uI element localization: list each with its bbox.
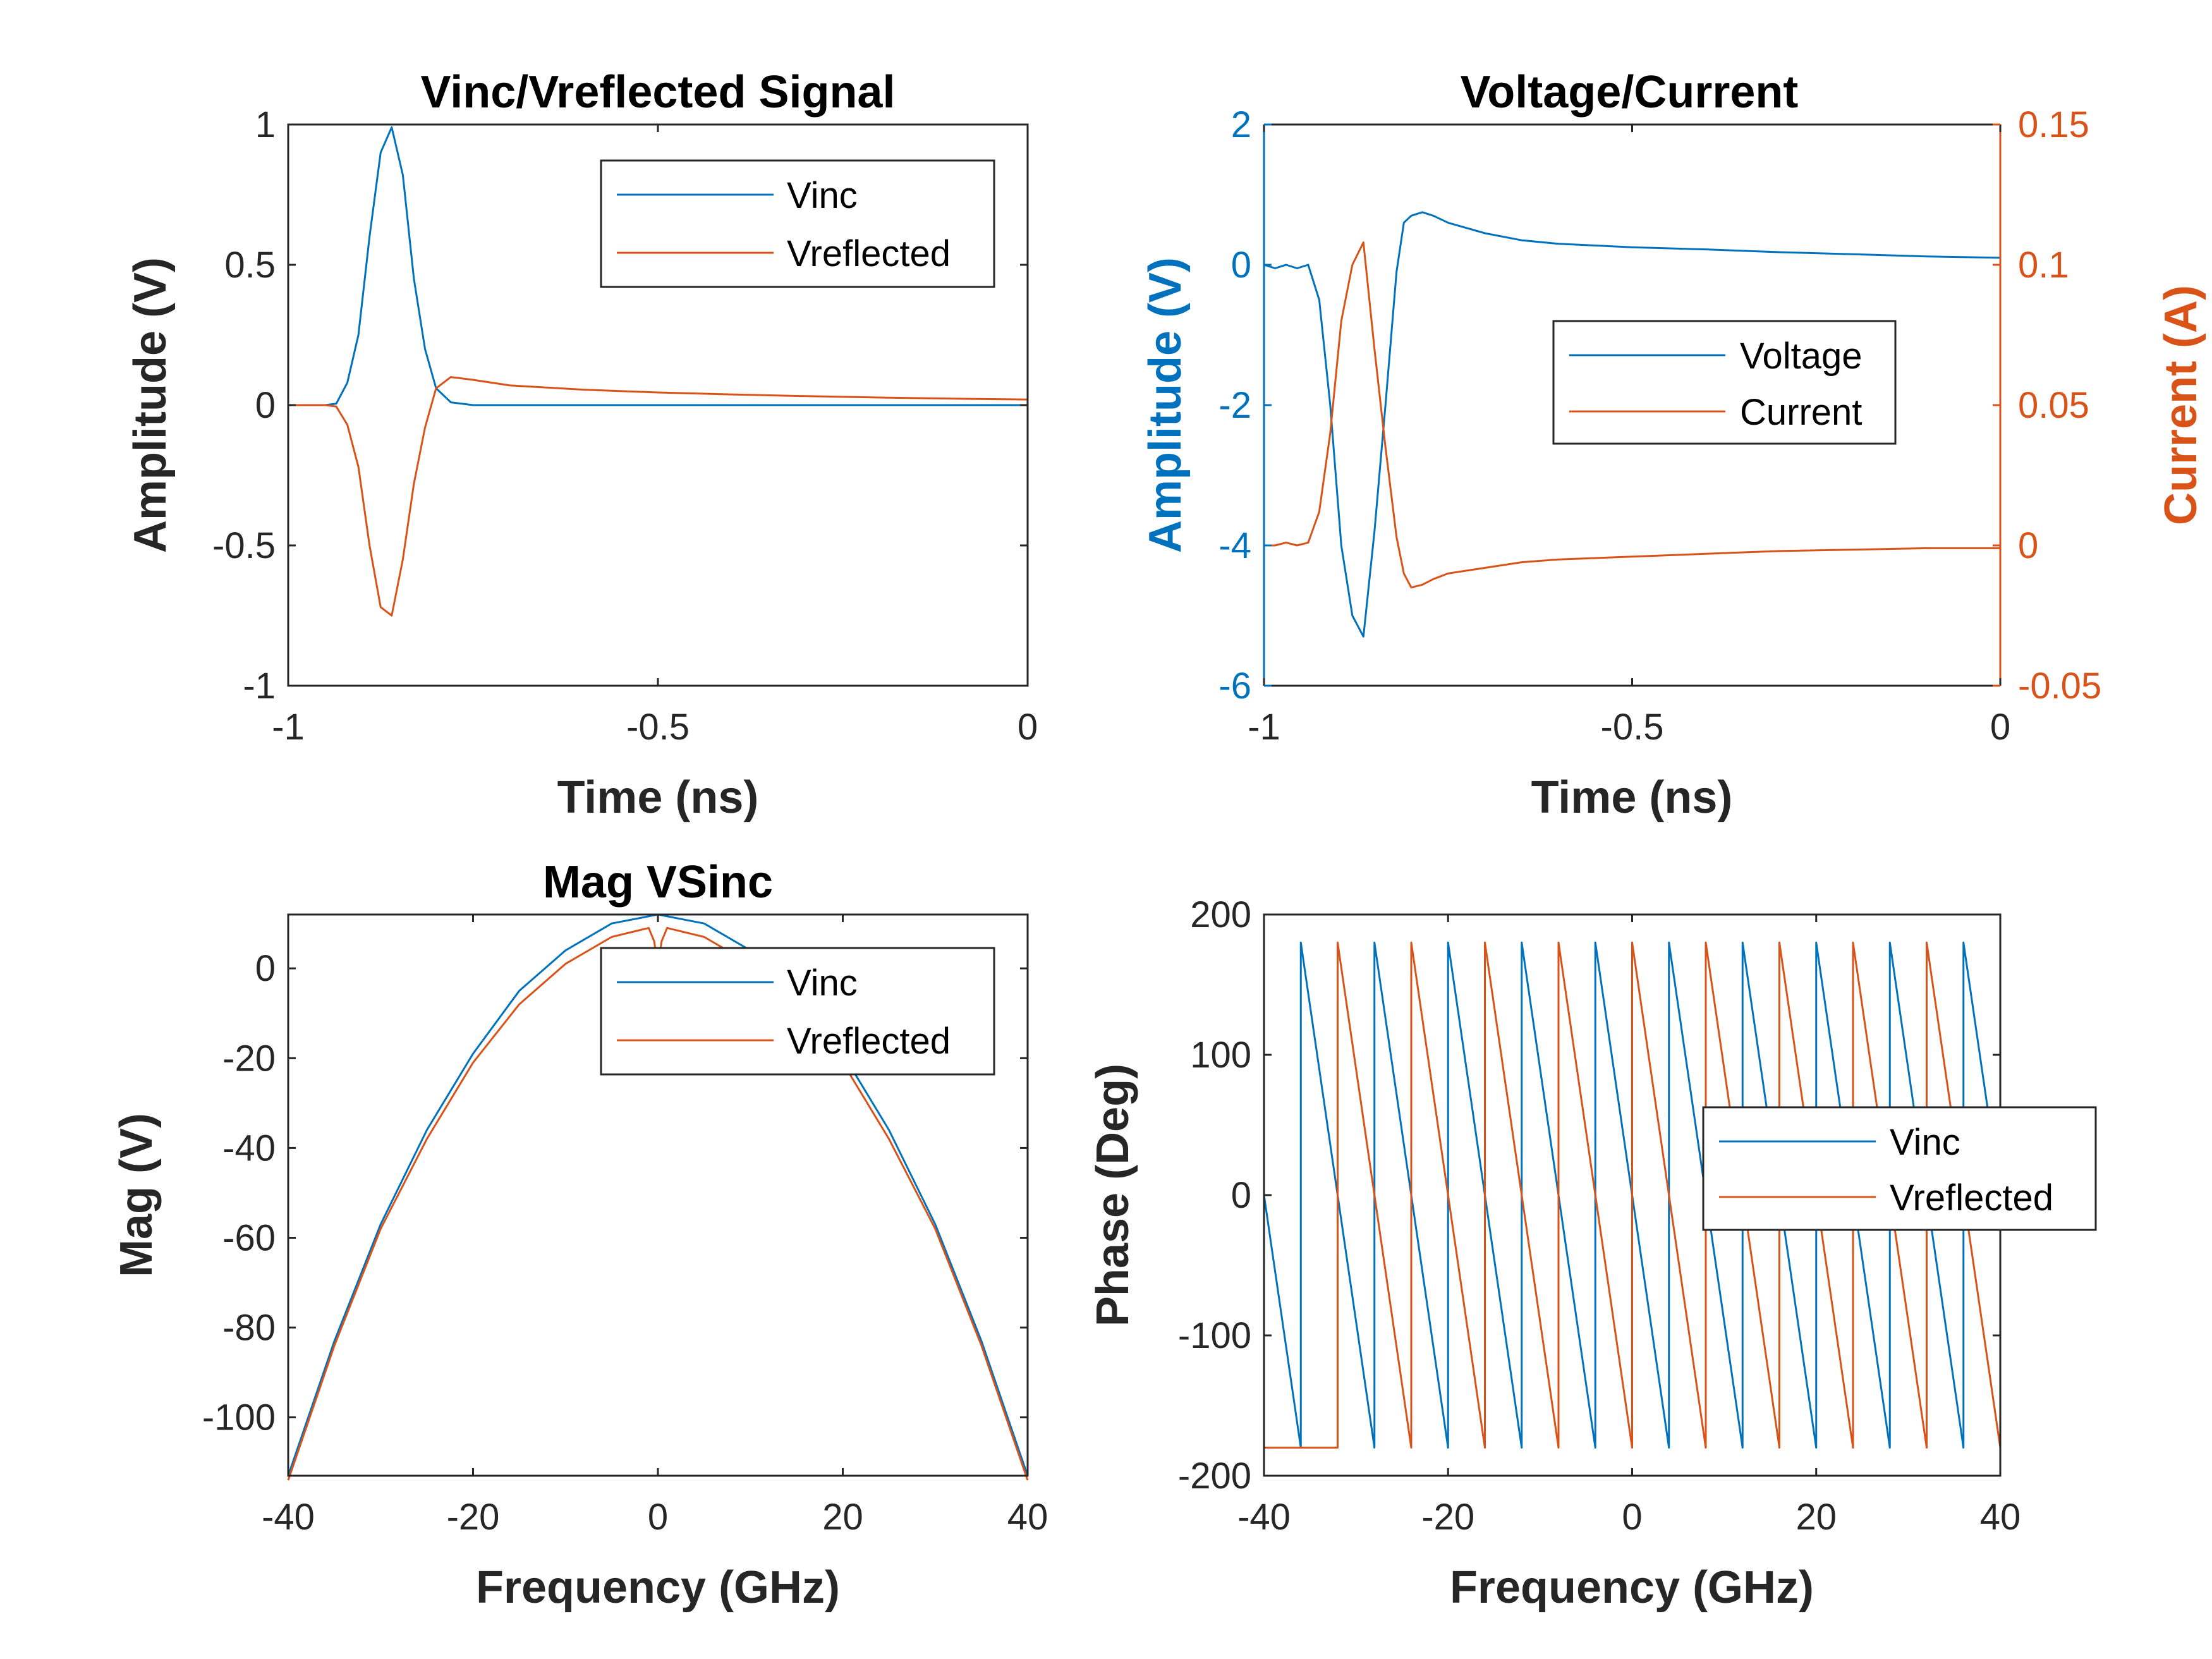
y-right-tick-label: 0.15	[2018, 104, 2089, 145]
y-tick-label: -200	[1178, 1455, 1251, 1497]
panel4-xlabel: Frequency (GHz)	[1450, 1562, 1814, 1613]
x-tick-label: -40	[1237, 1497, 1291, 1538]
panel2-xlabel: Time (ns)	[1531, 772, 1733, 823]
y-tick-label: 0	[255, 385, 276, 426]
y-right-tick-label: 0.1	[2018, 245, 2069, 286]
series-line-vreflected	[1264, 941, 2002, 1449]
y-right-tick-label: -0.05	[2018, 665, 2101, 707]
panel1-legend-label-vinc: Vinc	[787, 175, 858, 216]
panel1-legend: Vinc Vreflected	[600, 159, 995, 288]
panel1-xlabel: Time (ns)	[557, 772, 759, 823]
y-tick-label: 2	[1231, 104, 1251, 145]
y-tick-label: 0	[1231, 1175, 1251, 1216]
y-tick-label: -1	[243, 665, 276, 707]
x-tick-label: -0.5	[626, 707, 690, 748]
panel1-legend-box	[600, 159, 995, 288]
y-tick-label: -100	[1178, 1315, 1251, 1356]
x-tick-label: -40	[262, 1497, 315, 1538]
panel1-legend-label-vreflected: Vreflected	[787, 233, 951, 274]
x-tick-label: 0	[1990, 707, 2010, 748]
panel-vinc-vreflected-signal: Vinc/Vreflected Signal -1 -0.5 0 -1 -0.5 0 0.5…	[125, 67, 1038, 823]
x-tick-label: -0.5	[1601, 707, 1664, 748]
y-tick-label: -20	[222, 1038, 276, 1079]
y-tick-label: 0.5	[224, 245, 276, 286]
panel4-ylabel: Phase (Deg)	[1088, 1064, 1138, 1327]
y-tick-label: -100	[202, 1397, 276, 1438]
y-tick-label: 0	[255, 948, 276, 989]
y-tick-label: -4	[1218, 525, 1251, 566]
panel3-legend-label-vreflected: Vreflected	[787, 1021, 951, 1062]
series-line-current	[1264, 241, 2000, 589]
panel3-legend-box	[600, 947, 995, 1076]
panel3-xlabel: Frequency (GHz)	[476, 1562, 840, 1613]
x-tick-label: 20	[822, 1497, 863, 1538]
y-tick-label: -0.5	[212, 525, 276, 566]
y-tick-label: -2	[1218, 385, 1251, 426]
panel4-legend-label-vreflected: Vreflected	[1890, 1177, 2053, 1218]
panel2-series	[1263, 211, 2001, 638]
panel3-ticks: -40 -20 0 20 40 -100 -80 -60 -40 -20 0	[202, 915, 1048, 1538]
x-tick-label: 20	[1796, 1497, 1837, 1538]
panel1-ticks: -1 -0.5 0 -1 -0.5 0 0.5 1	[212, 104, 1038, 748]
y-tick-label: -40	[222, 1127, 276, 1169]
x-tick-label: 40	[1980, 1497, 2021, 1538]
x-tick-label: 40	[1007, 1497, 1048, 1538]
panel1-title: Vinc/Vreflected Signal	[421, 67, 896, 118]
panel3-ylabel: Mag (V)	[111, 1113, 162, 1277]
panel2-ylabel-right: Current (A)	[2156, 285, 2206, 525]
panel2-legend-box	[1552, 320, 1897, 445]
panel2-legend-label-current: Current	[1740, 392, 1862, 433]
y-tick-label: -80	[222, 1308, 276, 1349]
panel1-series	[288, 126, 1028, 617]
x-tick-label: 0	[648, 1497, 668, 1538]
panel2-legend-label-voltage: Voltage	[1740, 336, 1863, 377]
panel4-legend-box	[1702, 1106, 2097, 1231]
series-line-vreflected	[288, 376, 1028, 617]
x-tick-label: -20	[447, 1497, 500, 1538]
x-tick-label: -1	[1248, 707, 1280, 748]
x-tick-label: 0	[1018, 707, 1038, 748]
x-tick-label: -20	[1421, 1497, 1474, 1538]
panel3-legend: Vinc Vreflected	[600, 947, 995, 1076]
x-tick-label: -1	[272, 707, 305, 748]
y-right-tick-label: 0.05	[2018, 385, 2089, 426]
series-line-vinc	[288, 126, 1028, 406]
y-tick-label: 0	[1231, 245, 1251, 286]
x-tick-label: 0	[1622, 1497, 1642, 1538]
series-line-voltage	[1263, 211, 2001, 638]
y-tick-label: 100	[1190, 1035, 1251, 1076]
y-right-tick-label: 0	[2018, 525, 2038, 566]
y-tick-label: -6	[1218, 665, 1251, 707]
y-tick-label: 1	[255, 104, 276, 145]
panel3-title: Mag VSinc	[543, 857, 773, 908]
panel2-ylabel-left: Amplitude (V)	[1140, 257, 1191, 553]
panel2-title: Voltage/Current	[1461, 67, 1799, 118]
panel3-legend-label-vinc: Vinc	[787, 963, 858, 1004]
panel-mag-vsinc: Mag VSinc -40 -20 0 20 40 -100 -80 -60 -40 -20 0 F…	[111, 857, 1048, 1613]
panel-voltage-current: Voltage/Current -1 -0.5 0-6-4-202-0.0500.0…	[1140, 67, 2206, 823]
panel1-ylabel: Amplitude (V)	[125, 257, 176, 553]
panel2-legend: Voltage Current	[1552, 320, 1897, 445]
y-tick-label: -60	[222, 1217, 276, 1258]
panel4-legend-label-vinc: Vinc	[1890, 1122, 1960, 1163]
panel4-legend: Vinc Vreflected	[1702, 1106, 2097, 1231]
y-tick-label: 200	[1190, 894, 1251, 935]
